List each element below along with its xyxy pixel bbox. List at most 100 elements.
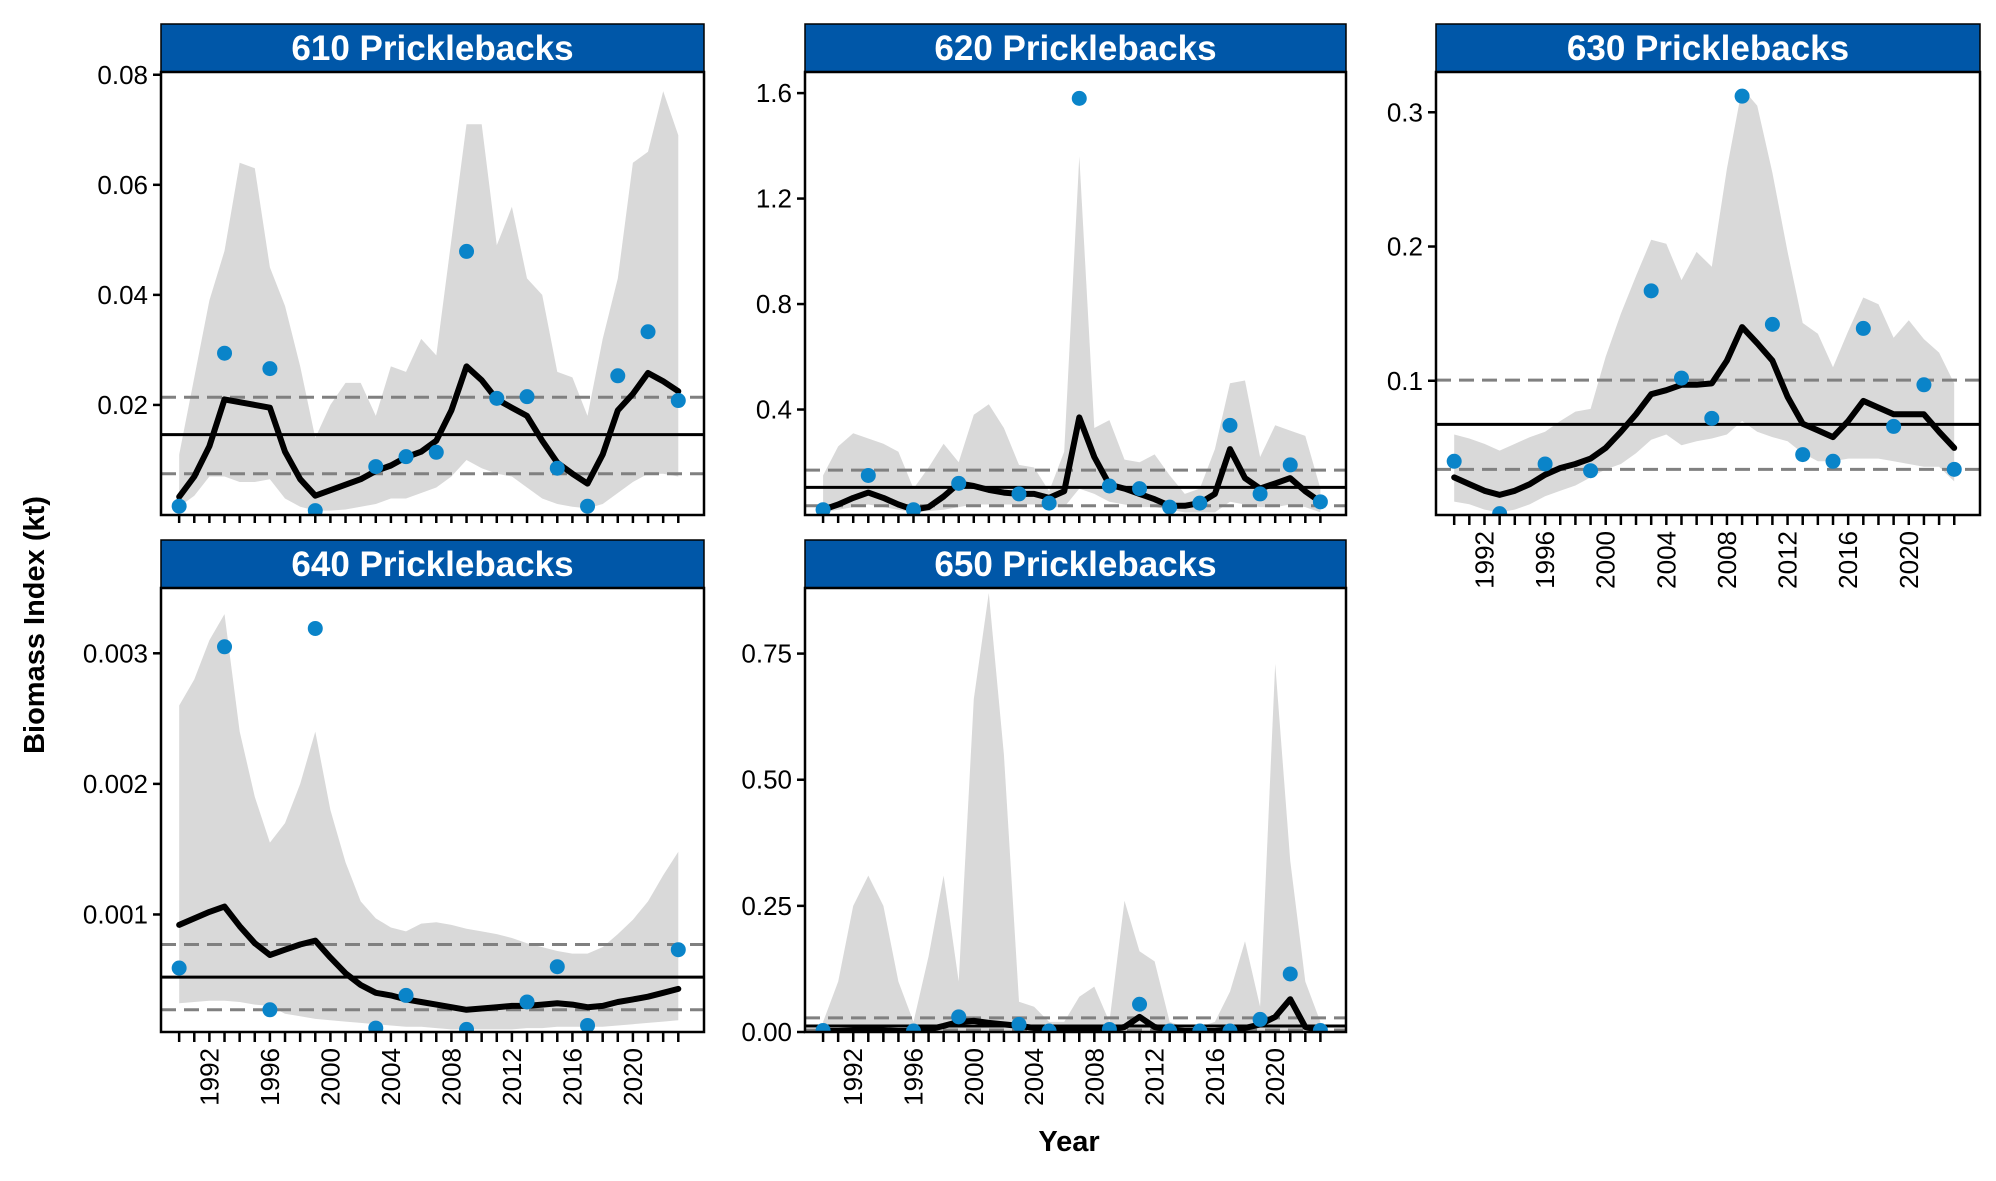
data-point (1734, 88, 1750, 104)
data-point (1282, 457, 1298, 473)
x-tick-label: 2016 (557, 1048, 587, 1106)
data-point (815, 1022, 831, 1032)
data-point (398, 449, 414, 465)
x-tick-label: 2012 (1773, 531, 1803, 589)
data-point (1282, 966, 1298, 982)
facet-strip (804, 23, 1347, 73)
x-tick-label: 1996 (1530, 531, 1560, 589)
y-tick-label: 0.2 (1387, 232, 1423, 262)
data-point (171, 498, 187, 514)
data-point (307, 503, 323, 515)
confidence-band (823, 593, 1321, 1032)
data-point (1855, 320, 1871, 336)
data-point (670, 393, 686, 409)
data-point (1132, 996, 1148, 1012)
facet-strip (804, 539, 1347, 589)
y-axis-title: Biomass Index (kt) (19, 496, 51, 754)
data-point (368, 1020, 384, 1032)
x-tick-label: 2016 (1200, 1048, 1230, 1106)
plot-area (805, 90, 1346, 515)
facet-title: 620 Pricklebacks (934, 29, 1216, 68)
data-point (1222, 1023, 1238, 1032)
x-tick-label: 2008 (436, 1048, 466, 1106)
y-tick-label: 0.50 (741, 765, 792, 795)
data-point (262, 1002, 278, 1018)
data-point (171, 960, 187, 976)
x-tick-label: 2004 (1019, 1048, 1049, 1106)
data-point (1011, 1016, 1027, 1032)
facet-title: 640 Pricklebacks (291, 545, 573, 584)
plot-area (805, 593, 1346, 1032)
plot-area (1436, 88, 1980, 515)
data-point (1192, 495, 1208, 511)
panel-3: 630 Pricklebacks 0.1 0.2 0.3 1992 1996 2000 200… (1387, 23, 1982, 589)
data-point (1795, 447, 1811, 463)
data-point (906, 502, 921, 515)
data-point (1192, 1023, 1208, 1032)
x-axis-title: Year (1038, 1126, 1099, 1158)
y-tick-label: 0.02 (97, 390, 148, 420)
x-tick-label: 2000 (315, 1048, 345, 1106)
facet-title: 610 Pricklebacks (291, 29, 573, 68)
x-tick-label: 2004 (376, 1048, 406, 1106)
panel-5: 650 Pricklebacks 0.00 0.25 0.50 0.75 1992 1996… (741, 539, 1348, 1106)
panel-4: 640 Pricklebacks 0.001 0.002 0.003 1992 1996 2… (83, 539, 706, 1106)
data-point (1101, 478, 1117, 494)
data-point (1101, 1021, 1117, 1032)
x-tick-label: 2016 (1833, 531, 1863, 589)
plot-frame (803, 586, 1348, 1034)
data-point (1041, 495, 1057, 511)
data-point (428, 444, 444, 460)
x-tick-label: 1996 (255, 1048, 285, 1106)
data-point (1825, 453, 1841, 469)
data-point (860, 467, 876, 483)
data-point (549, 460, 565, 476)
data-point (1312, 494, 1328, 510)
x-tick-label: 2008 (1079, 1048, 1109, 1106)
plot-area (161, 614, 704, 1032)
trend-line (1451, 324, 1958, 498)
data-point (549, 959, 565, 975)
data-point (1583, 463, 1599, 479)
data-point (906, 1023, 921, 1032)
y-tick-label: 0.25 (741, 891, 792, 921)
y-tick-label: 0.4 (756, 395, 792, 425)
data-point (670, 942, 686, 958)
x-tick-label: 1992 (1469, 531, 1499, 589)
data-point (580, 1017, 596, 1032)
data-point (489, 390, 505, 406)
x-tick-label: 2000 (1591, 531, 1621, 589)
data-point (610, 368, 626, 384)
x-tick-label: 2004 (1651, 531, 1681, 589)
confidence-band (823, 156, 1321, 513)
plot-frame (803, 70, 1348, 517)
data-point (1252, 1011, 1268, 1027)
facet-title: 630 Pricklebacks (1567, 29, 1849, 68)
data-point (217, 345, 233, 361)
data-point (1222, 417, 1238, 433)
confidence-band (179, 91, 679, 511)
y-tick-label: 0.08 (97, 60, 148, 90)
data-point (307, 620, 323, 636)
x-tick-label: 1992 (838, 1048, 868, 1106)
plot-frame (1434, 70, 1982, 517)
data-point (1446, 453, 1462, 469)
y-tick-label: 0.75 (741, 639, 792, 669)
data-point (519, 994, 535, 1010)
x-tick-label: 2020 (1894, 531, 1924, 589)
data-point (951, 1009, 967, 1025)
x-tick-label: 2008 (1712, 531, 1742, 589)
data-point (398, 987, 414, 1003)
x-tick-label: 2020 (618, 1048, 648, 1106)
plot-frame (159, 70, 706, 517)
data-point (217, 639, 233, 655)
plot-frame (159, 586, 706, 1034)
data-point (1946, 461, 1962, 477)
x-tick-label: 1996 (899, 1048, 929, 1106)
panel-1: 610 Pricklebacks 0.02 0.04 0.06 0.08 (97, 23, 706, 523)
data-point (1916, 377, 1932, 393)
y-tick-label: 0.06 (97, 170, 148, 200)
data-point (1312, 1022, 1328, 1032)
plot-area (161, 91, 704, 515)
data-point (1764, 316, 1780, 332)
